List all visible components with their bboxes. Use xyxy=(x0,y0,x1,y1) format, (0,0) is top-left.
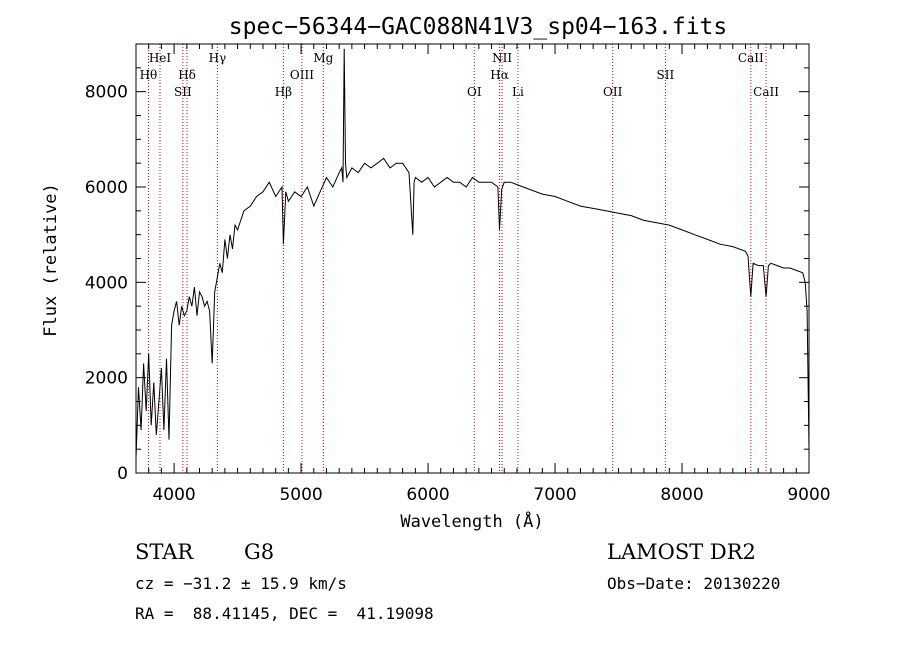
chart-title: spec−56344−GAC088N41V3_sp04−163.fits xyxy=(229,14,728,40)
redshift-value: cz = −31.2 ± 15.9 km/s xyxy=(135,574,347,593)
coordinates: RA = 88.41145, DEC = 41.19098 xyxy=(135,604,434,623)
x-axis: 4000 5000 6000 7000 8000 9000 xyxy=(135,44,831,505)
line-label-8: OI xyxy=(467,85,482,99)
y-axis: 0 2000 4000 6000 8000 xyxy=(85,67,809,484)
x-tick-label-1: 5000 xyxy=(279,485,322,505)
x-axis-label: Wavelength (Å) xyxy=(400,510,543,532)
emission-line-markers xyxy=(147,44,767,473)
y-tick-label-4: 8000 xyxy=(85,83,128,103)
line-label-9: NII xyxy=(492,51,512,65)
line-label-5: Hβ xyxy=(275,85,292,99)
x-tick-label-2: 6000 xyxy=(406,485,449,505)
line-label-13: SII xyxy=(657,68,675,82)
subclass: G8 xyxy=(244,540,275,564)
plot-frame xyxy=(135,43,810,474)
y-tick-label-0: 0 xyxy=(117,464,128,484)
line-label-10: Hα xyxy=(490,68,509,82)
x-tick-label-4: 8000 xyxy=(660,485,703,505)
line-label-6: OIII xyxy=(290,68,314,82)
line-label-4: Hγ xyxy=(209,51,227,65)
line-label-2: SII xyxy=(174,85,192,99)
y-tick-label-1: 2000 xyxy=(85,369,128,389)
line-label-0: Hθ xyxy=(140,68,158,82)
line-label-3: Hδ xyxy=(178,68,196,82)
line-label-7: Mg xyxy=(313,51,333,65)
y-tick-label-3: 6000 xyxy=(85,178,128,198)
x-tick-label-0: 4000 xyxy=(152,485,195,505)
object-class: STAR xyxy=(135,540,194,564)
line-label-1: HeI xyxy=(149,51,172,65)
line-label-12: OII xyxy=(603,85,623,99)
line-label-11: Li xyxy=(512,85,524,99)
line-label-15: CaII xyxy=(753,85,779,99)
y-tick-label-2: 4000 xyxy=(85,273,128,293)
x-tick-label-5: 9000 xyxy=(787,485,830,505)
line-label-14: CaII xyxy=(738,51,764,65)
x-tick-label-3: 7000 xyxy=(533,485,576,505)
obs-date: Obs−Date: 20130220 xyxy=(607,574,781,593)
y-axis-label: Flux (relative) xyxy=(41,183,61,337)
spectrum-line xyxy=(135,48,810,459)
survey-name: LAMOST DR2 xyxy=(607,540,756,564)
